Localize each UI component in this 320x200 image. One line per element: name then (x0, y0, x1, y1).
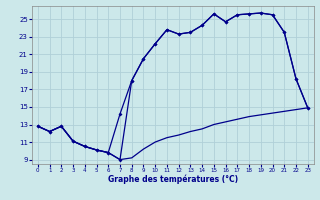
X-axis label: Graphe des températures (°C): Graphe des températures (°C) (108, 175, 238, 184)
